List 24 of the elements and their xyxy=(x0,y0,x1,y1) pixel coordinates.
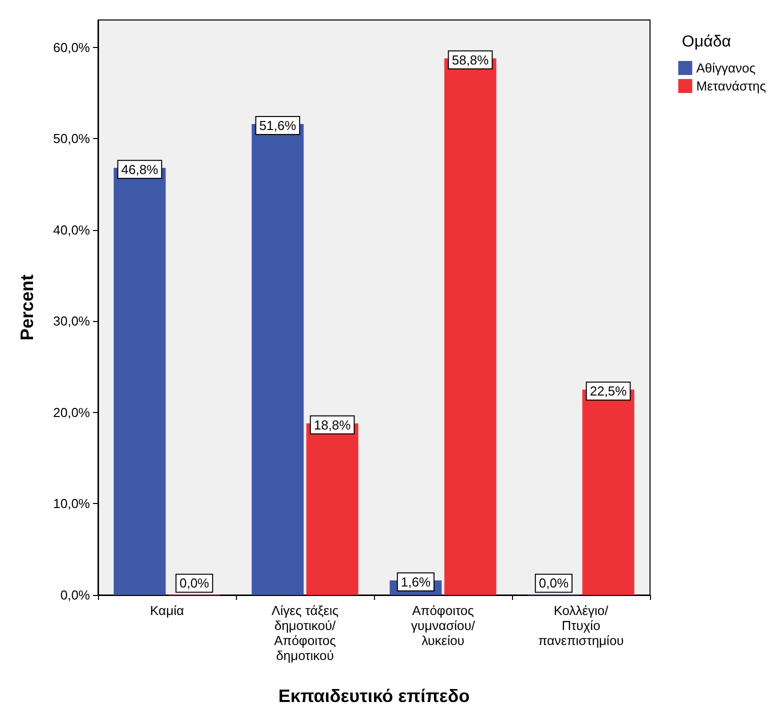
data-label: 22,5% xyxy=(590,384,628,399)
data-label: 0,0% xyxy=(538,576,569,591)
data-label: 51,6% xyxy=(259,118,297,134)
y-tick-label: 10,0% xyxy=(53,496,90,512)
y-tick-label: 60,0% xyxy=(53,40,90,55)
y-axis-title: Percent xyxy=(17,274,37,341)
y-tick-label: 0,0% xyxy=(60,588,90,602)
x-axis-title: Εκπαιδευτικό επίπεδο xyxy=(278,686,470,706)
data-label: 46,8% xyxy=(121,162,159,177)
legend-title: Ομάδα xyxy=(682,34,732,50)
x-tick-label: Λίγες τάξεις δημοτικού/ Απόφοιτος δημοτικού xyxy=(272,603,338,663)
legend-label: Μετανάστης xyxy=(696,78,766,94)
legend-label: Αθίγγανος xyxy=(696,60,756,76)
y-tick-label: 40,0% xyxy=(53,222,90,238)
x-tick-label: Απόφοιτος γυμνασίου/ λυκείου xyxy=(411,603,476,648)
data-label: 0,0% xyxy=(179,576,210,591)
x-tick-label: Κολλέγιο/ Πτυχίο πανεπιστημίου xyxy=(538,603,624,648)
y-tick-label: 30,0% xyxy=(53,314,90,329)
y-tick-label: 20,0% xyxy=(53,404,90,420)
y-tick-label: 50,0% xyxy=(53,131,90,146)
data-label: 1,6% xyxy=(400,574,431,590)
x-tick-label: Καμία xyxy=(150,603,184,618)
data-label: 18,8% xyxy=(314,417,352,432)
data-label: 58,8% xyxy=(452,52,490,68)
